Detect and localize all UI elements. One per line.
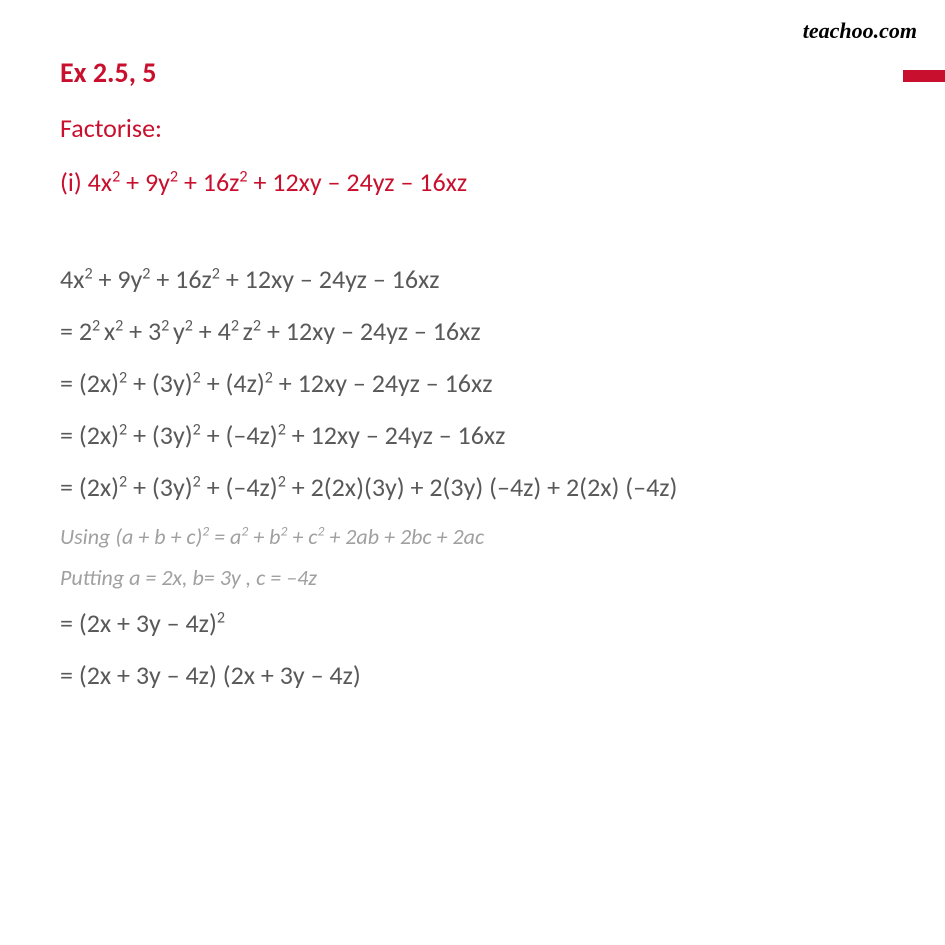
problem-statement: (i) 4x2 + 9y2 + 16z2 + 12xy – 24yz – 16x…: [60, 166, 905, 198]
substitution-hint: Putting a = 2x, b= 3y , c = –4z: [60, 564, 905, 591]
instruction-text: Factorise:: [60, 112, 905, 144]
document-content: Ex 2.5, 5 Factorise: (i) 4x2 + 9y2 + 16z…: [0, 0, 945, 751]
solution-step-3: = (2x)2 + (3y)2 + (4z)2 + 12xy – 24yz – …: [60, 367, 905, 399]
formula-hint: Using (a + b + c)2 = a2 + b2 + c2 + 2ab …: [60, 523, 905, 550]
solution-step-4: = (2x)2 + (3y)2 + (–4z)2 + 12xy – 24yz –…: [60, 419, 905, 451]
problem-number: (i): [60, 166, 88, 198]
solution-step-5: = (2x)2 + (3y)2 + (–4z)2 + 2(2x)(3y) + 2…: [60, 471, 905, 503]
exercise-title: Ex 2.5, 5: [60, 55, 905, 90]
watermark-brand: teachoo.com: [803, 18, 917, 44]
solution-step-1: 4x2 + 9y2 + 16z2 + 12xy – 24yz – 16xz: [60, 263, 905, 295]
solution-step-2: = 22 x2 + 32 y2 + 42 z2 + 12xy – 24yz – …: [60, 315, 905, 347]
solution-step-6: = (2x + 3y – 4z)2: [60, 607, 905, 639]
problem-expression: 4x2 + 9y2 + 16z2 + 12xy – 24yz – 16xz: [88, 166, 468, 198]
decorative-bar: [903, 70, 945, 82]
solution-step-7: = (2x + 3y – 4z) (2x + 3y – 4z): [60, 659, 905, 691]
